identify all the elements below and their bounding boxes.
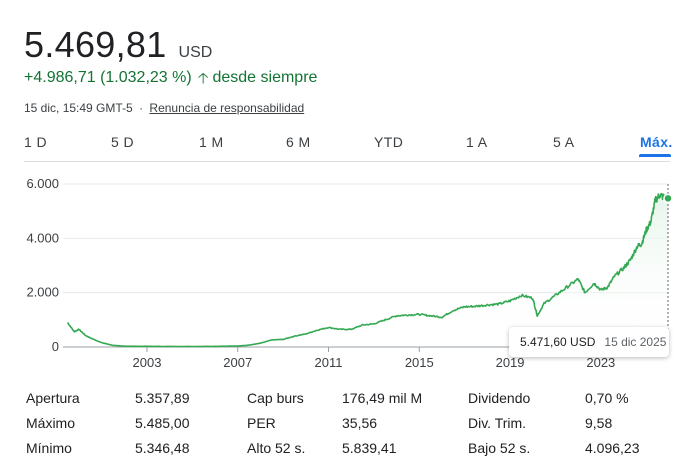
stat-value-cap-burs: 176,49 mil M <box>342 390 423 406</box>
change-period: desde siempre <box>212 69 318 86</box>
y-tick-label: 4.000 <box>26 230 59 245</box>
stat-label-cap-burs: Cap burs <box>247 390 304 406</box>
price-change: +4.986,71 (1.032,23 %) <box>24 69 192 86</box>
current-price: 5.469,81 <box>24 24 167 65</box>
stats-table: Apertura 5.357,89 Máximo 5.485,00 Mínimo… <box>0 384 690 475</box>
tooltip-value: 5.471,60 USD <box>520 335 596 349</box>
y-tick-label: 2.000 <box>26 285 59 300</box>
tab-6m[interactable]: 6 M <box>286 134 311 150</box>
stat-value-div-trim: 9,58 <box>585 415 613 431</box>
stat-value-alto-52s: 5.839,41 <box>342 440 397 456</box>
x-tick-label: 2015 <box>405 355 434 370</box>
y-tick-label: 6.000 <box>26 176 59 191</box>
active-tab-indicator <box>639 154 671 157</box>
price-chart[interactable]: 0 2.000 4.000 6.000 2003 2007 2011 2015 2019 2023… <box>0 170 690 375</box>
chart-svg[interactable]: 0 2.000 4.000 6.000 2003 2007 2011 2015 2019 2023 <box>0 170 690 375</box>
tab-ytd[interactable]: YTD <box>374 134 404 150</box>
stat-label-maximo: Máximo <box>26 415 76 431</box>
tooltip-date: 15 dic 2025 <box>604 335 667 349</box>
series-line <box>66 192 669 348</box>
stat-value-dividendo: 0,70 % <box>585 390 629 406</box>
arrow-up-icon: 🡡 <box>197 69 209 87</box>
chart-tooltip: 5.471,60 USD 15 dic 2025 <box>509 327 669 357</box>
stat-label-div-trim: Div. Trim. <box>468 415 527 431</box>
series-area <box>294 193 668 347</box>
stat-value-minimo: 5.346,48 <box>135 440 190 456</box>
x-tick-label: 2023 <box>586 355 615 370</box>
x-tick-label: 2011 <box>315 355 343 370</box>
x-tick-label: 2003 <box>133 355 162 370</box>
stat-label-dividendo: Dividendo <box>468 390 531 406</box>
stat-value-maximo: 5.485,00 <box>135 415 190 431</box>
separator: · <box>139 101 144 115</box>
stat-label-apertura: Apertura <box>26 390 80 406</box>
price-change-row: +4.986,71 (1.032,23 %) 🡡 desde siempre <box>24 69 317 87</box>
hover-point <box>663 193 673 204</box>
disclaimer-link[interactable]: Renuncia de responsabilidad <box>149 101 305 115</box>
tab-1a[interactable]: 1 A <box>466 134 488 150</box>
price-header: 5.469,81 USD <box>24 24 212 66</box>
timestamp: 15 dic, 15:49 GMT-5 <box>24 101 133 115</box>
x-tick-label: 2019 <box>496 355 525 370</box>
tabs-divider <box>24 161 670 162</box>
range-tabs: 1 D 5 D 1 M 6 M YTD 1 A 5 A Máx. <box>0 130 690 164</box>
x-tick-label: 2007 <box>223 355 252 370</box>
tab-5d[interactable]: 5 D <box>111 134 134 150</box>
stat-value-bajo-52s: 4.096,23 <box>585 440 640 456</box>
tab-1d[interactable]: 1 D <box>24 134 47 150</box>
stat-label-bajo-52s: Bajo 52 s. <box>468 440 531 456</box>
stat-label-alto-52s: Alto 52 s. <box>247 440 306 456</box>
tab-5a[interactable]: 5 A <box>553 134 575 150</box>
tab-max[interactable]: Máx. <box>640 134 673 150</box>
tab-1m[interactable]: 1 M <box>199 134 224 150</box>
stat-value-apertura: 5.357,89 <box>135 390 190 406</box>
currency-label: USD <box>178 44 213 61</box>
y-tick-label: 0 <box>52 339 59 354</box>
timestamp-row: 15 dic, 15:49 GMT-5 · Renuncia de respon… <box>24 101 304 115</box>
stat-label-minimo: Mínimo <box>26 440 72 456</box>
stat-value-per: 35,56 <box>342 415 378 431</box>
stat-label-per: PER <box>247 415 276 431</box>
